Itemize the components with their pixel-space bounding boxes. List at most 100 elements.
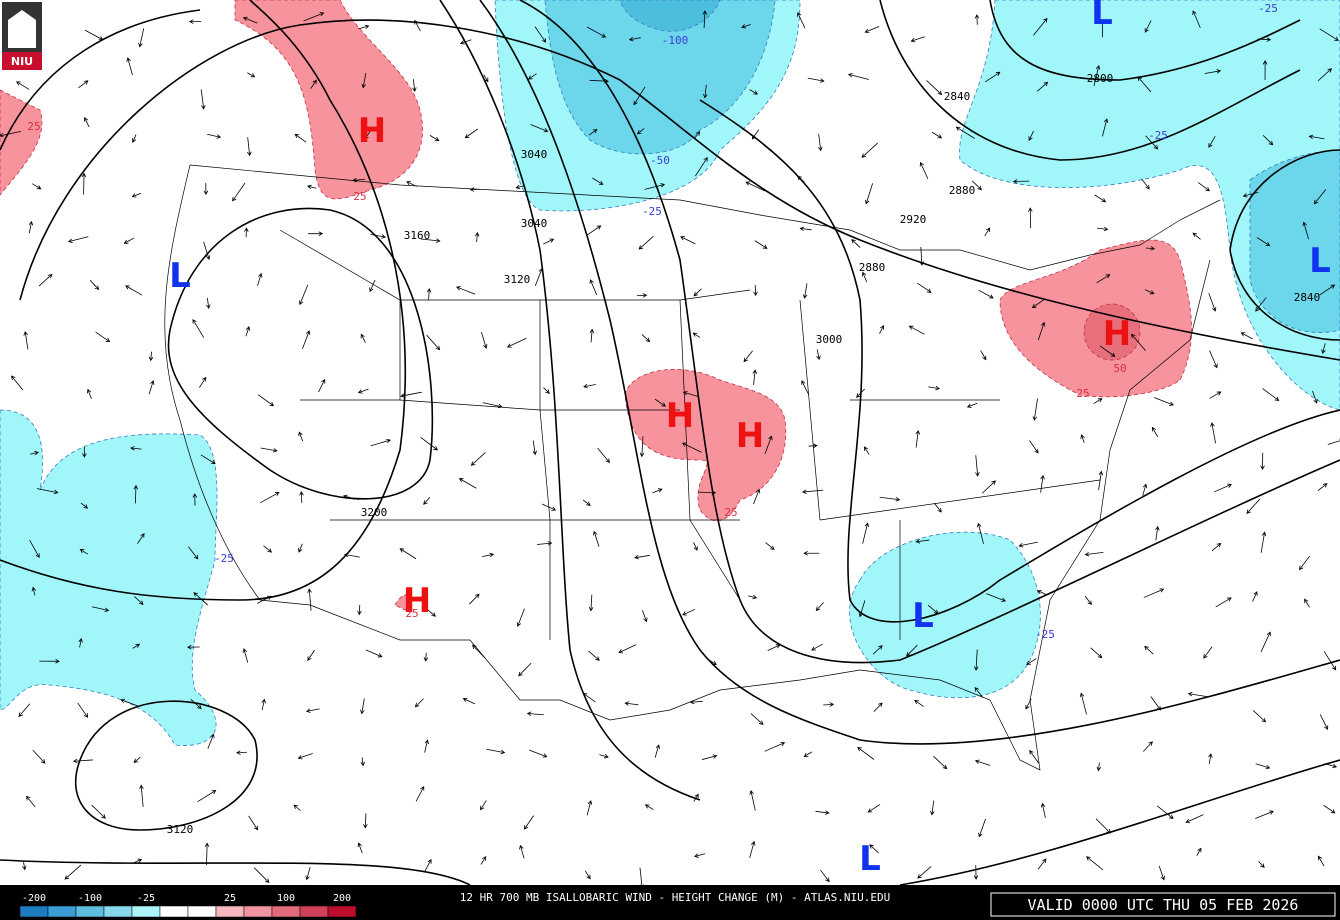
contour-label: 3120 <box>504 273 531 286</box>
wind-arrow <box>530 124 549 133</box>
wind-arrow <box>1323 804 1336 814</box>
wind-arrow <box>767 644 781 652</box>
wind-arrow <box>644 183 666 190</box>
contour-label: 3040 <box>521 148 548 161</box>
wind-arrow <box>298 543 303 553</box>
wind-arrow <box>799 226 812 232</box>
change-label: -25 <box>642 205 662 218</box>
legend-swatch <box>75 905 105 918</box>
wind-arrow <box>873 702 883 712</box>
wind-arrow <box>682 391 698 397</box>
wind-arrow <box>232 182 246 202</box>
wind-arrow <box>360 333 366 343</box>
wind-arrow <box>318 378 326 393</box>
wind-arrow <box>244 227 249 238</box>
wind-arrow <box>1262 135 1274 146</box>
wind-arrow <box>752 369 758 385</box>
wind-arrow <box>1317 483 1328 491</box>
wind-arrow <box>919 161 929 180</box>
wind-arrow <box>1208 292 1217 312</box>
wind-arrow <box>1209 350 1218 369</box>
wind-arrow <box>1256 237 1271 247</box>
wind-arrow <box>361 72 367 89</box>
wind-arrow <box>1255 763 1271 770</box>
wind-arrow <box>64 864 82 880</box>
wind-arrow <box>483 74 489 83</box>
wind-arrow <box>363 813 368 829</box>
contour-label: 3000 <box>816 333 843 346</box>
wind-arrow <box>820 869 830 883</box>
wind-arrow <box>818 133 823 152</box>
wind-arrow <box>593 530 600 547</box>
wind-arrow <box>364 127 373 140</box>
wind-arrow <box>0 130 22 138</box>
wind-arrow <box>95 331 111 343</box>
wind-arrow <box>1036 81 1049 92</box>
wind-arrow <box>1037 321 1046 341</box>
wind-arrow <box>919 246 925 266</box>
wind-arrow <box>1095 818 1111 834</box>
wind-arrow <box>137 533 145 544</box>
pressure-center: H <box>666 396 694 436</box>
wind-arrow <box>426 334 441 351</box>
wind-arrow <box>682 608 696 616</box>
wind-arrow <box>808 443 818 449</box>
wind-arrow <box>207 133 222 139</box>
wind-arrow <box>1185 814 1204 824</box>
wind-arrow <box>302 330 311 350</box>
legend-swatch <box>271 905 301 918</box>
wind-arrow <box>1240 332 1253 340</box>
wind-arrow <box>307 184 317 190</box>
wind-arrow <box>1137 76 1152 93</box>
wind-arrow <box>1213 483 1233 493</box>
wind-arrow <box>36 488 59 495</box>
legend-label: 100 <box>277 893 295 904</box>
wind-arrow <box>588 129 598 136</box>
wind-arrow <box>861 142 879 158</box>
wind-arrow <box>641 334 651 343</box>
wind-arrow <box>78 80 89 89</box>
wind-arrow <box>84 117 90 128</box>
wind-arrow <box>203 182 209 196</box>
legend-label: -25 <box>137 893 155 904</box>
wind-arrow <box>931 131 943 139</box>
wind-arrow <box>749 840 756 858</box>
wind-arrow <box>978 818 986 838</box>
wind-arrow <box>1192 10 1201 29</box>
wind-arrow <box>303 12 325 22</box>
change-label: -25 <box>1258 2 1278 15</box>
wind-arrow <box>423 497 431 505</box>
contour-label: 2840 <box>944 90 971 103</box>
wind-arrow <box>915 429 921 448</box>
wind-arrow <box>192 318 205 338</box>
wind-arrow <box>1192 232 1201 240</box>
wind-arrow <box>914 699 924 707</box>
wind-arrow <box>584 870 591 880</box>
wind-arrow <box>693 853 706 858</box>
wind-arrow <box>197 790 217 802</box>
wind-arrow <box>193 592 208 606</box>
wind-arrow <box>930 800 935 816</box>
wind-arrow <box>519 844 525 859</box>
wind-arrow <box>692 332 701 338</box>
boundaries <box>164 164 1221 771</box>
wind-arrow <box>588 594 594 612</box>
wind-arrow <box>585 225 602 237</box>
wind-arrow <box>1319 714 1329 730</box>
wind-arrow <box>750 713 764 726</box>
wind-arrow <box>797 12 806 29</box>
wind-arrow <box>1096 762 1102 772</box>
wind-arrow <box>1312 390 1318 404</box>
wind-arrow <box>1323 651 1337 671</box>
legend-label: -200 <box>22 893 46 904</box>
wind-arrow <box>424 858 432 873</box>
pressure-center: L <box>1309 241 1331 281</box>
wind-arrow <box>680 236 696 245</box>
wind-arrow <box>588 650 600 661</box>
wind-arrow <box>131 134 137 143</box>
wind-arrow <box>138 28 145 48</box>
contour-label: 2800 <box>1087 72 1114 85</box>
wind-arrow <box>261 698 266 711</box>
wind-arrow <box>260 447 278 453</box>
wind-arrow <box>1187 691 1208 698</box>
